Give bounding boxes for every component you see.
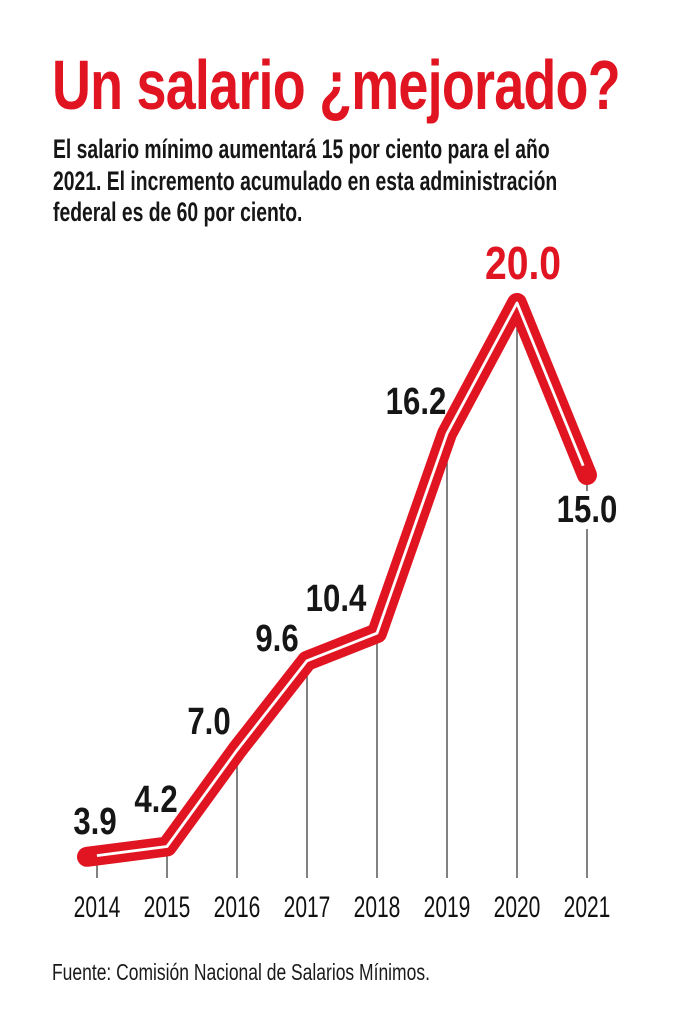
- value-label-2018: 10.4: [305, 578, 367, 621]
- value-label-2015: 4.2: [134, 778, 178, 821]
- subtitle-line-2: 2021. El incremento acumulado en esta ad…: [53, 165, 558, 196]
- year-label-2016: 2016: [213, 891, 261, 924]
- page-title: Un salario ¿mejorado?: [52, 46, 621, 124]
- year-label-2015: 2015: [143, 891, 191, 924]
- value-label-2020: 20.0: [484, 237, 562, 289]
- value-label-2019: 16.2: [385, 380, 447, 423]
- subtitle-line-1: El salario mínimo aumentará 15 por cient…: [53, 134, 550, 164]
- series-line-inner: [96, 301, 585, 857]
- chart-subtitle: El salario mínimo aumentará 15 por cient…: [53, 134, 557, 229]
- subtitle-line-3: federal es de 60 por ciento.: [53, 197, 303, 227]
- value-label-2021: 15.0: [554, 491, 620, 529]
- year-label-2019: 2019: [423, 891, 471, 924]
- source-note: Fuente: Comisión Nacional de Salarios Mí…: [52, 959, 430, 985]
- value-label-2014: 3.9: [73, 800, 117, 843]
- year-label-2020: 2020: [493, 891, 541, 924]
- value-label-2017: 9.6: [255, 617, 299, 660]
- year-label-2014: 2014: [73, 891, 121, 924]
- year-label-2018: 2018: [353, 891, 401, 924]
- value-label-2016: 7.0: [187, 701, 231, 744]
- year-label-2017: 2017: [283, 891, 331, 924]
- year-label-2021: 2021: [563, 891, 611, 924]
